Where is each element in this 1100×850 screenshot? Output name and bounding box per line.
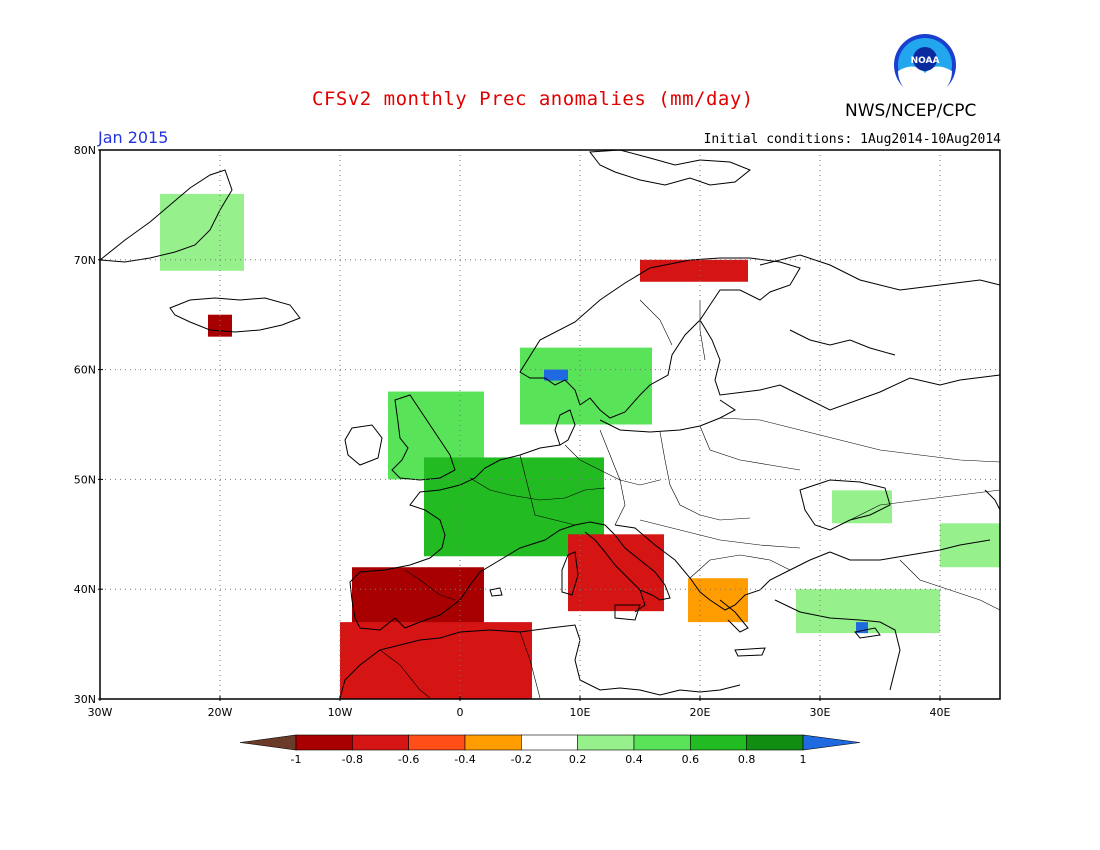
noaa-logo-text: NOAA [911,56,940,66]
anomaly-cell [688,578,748,623]
anomaly-cell [520,347,652,425]
legend-box [295,734,353,751]
initial-conditions-label: Initial conditions: 1Aug2014-10Aug2014 [703,132,1001,147]
legend-box [633,734,691,751]
map-frame [99,149,1001,700]
coastlines [98,149,1001,699]
anomaly-cell [340,622,532,699]
longitude-label: 10W [328,706,353,719]
legend-box [464,734,522,751]
country-borders [379,299,1001,699]
legend-tick-label: -1 [291,753,302,766]
legend-tick-label: -0.8 [342,753,363,766]
legend-tick-label: -0.4 [454,753,475,766]
anomaly-cell [640,259,748,282]
legend-tick-label: 0.4 [625,753,643,766]
legend-tick-label: -0.6 [398,753,419,766]
month-label: Jan 2015 [98,128,169,147]
anomaly-cell [940,523,1000,568]
legend-box [521,734,578,751]
map-title: CFSv2 monthly Prec anomalies (mm/day) [312,88,754,110]
legend-tick-label: 1 [800,753,807,766]
legend-box [690,734,747,751]
latitude-label: 30N [74,693,96,706]
legend-arrow-high [802,734,861,751]
latitude-label: 40N [74,583,96,596]
graticule [100,150,1000,699]
legend-tick-label: -0.2 [511,753,532,766]
longitude-label: 30W [88,706,113,719]
legend-arrow-low [239,734,297,751]
longitude-label: 0 [457,706,464,719]
agency-label: NWS/NCEP/CPC [845,101,977,121]
latitude-label: 60N [74,364,96,377]
legend-tick-labels: -1 -0.8 -0.6 -0.4 -0.2 0.2 0.4 0.6 0.8 1 [291,753,807,766]
legend-tick-label: 0.2 [569,753,587,766]
legend-box [408,734,466,751]
legend-box [352,734,409,751]
anomaly-cell [160,193,244,271]
noaa-logo: NOAA [894,34,956,98]
legend-box [746,734,804,751]
longitude-label: 10E [570,706,591,719]
longitude-label: 20E [690,706,711,719]
legend-box [577,734,635,751]
longitude-label: 20W [208,706,233,719]
longitude-label: 40E [930,706,951,719]
legend-tick-label: 0.8 [738,753,756,766]
anomaly-cell [856,622,868,634]
anomaly-cell [544,369,568,381]
anomaly-cells [160,193,1000,699]
latitude-label: 80N [74,144,96,157]
legend-tick-label: 0.6 [682,753,700,766]
anomaly-cell [568,534,664,612]
latitude-label: 70N [74,254,96,267]
latitude-label: 50N [74,473,96,486]
longitude-label: 30E [810,706,831,719]
legend-boxes [239,734,861,751]
anomaly-cell [832,490,892,524]
